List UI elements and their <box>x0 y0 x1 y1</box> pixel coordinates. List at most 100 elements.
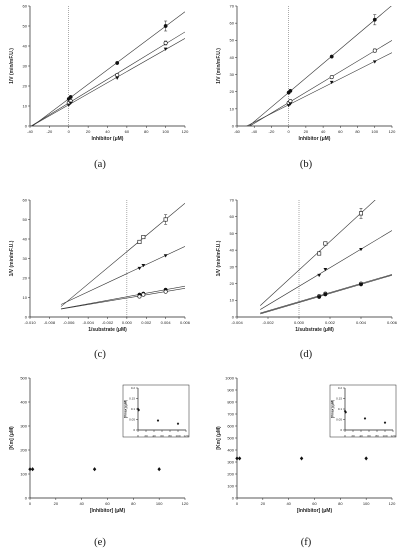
panel-d-series-0-point <box>323 241 328 246</box>
panel-b-series-1-point <box>329 75 334 80</box>
panel-d-x-tick-label: 0.006 <box>387 320 398 325</box>
panel-e-series-0-point <box>92 467 97 472</box>
panel-b-x-tick-label: -20 <box>269 129 276 134</box>
panel-d-series-3-point <box>359 282 363 287</box>
panel-e-series-0-point <box>28 467 32 472</box>
panel-a-y-tick-label: 10 <box>23 103 28 108</box>
panel-f-y-axis-title: [Km] (μM) <box>216 426 222 450</box>
panel-a-x-tick-label: -20 <box>46 129 53 134</box>
panel-f-y-tick-label: 1000 <box>225 375 235 380</box>
panel-b-y-tick-label: 70 <box>230 3 235 8</box>
panel-c-x-tick-label: -0.006 <box>63 320 75 325</box>
panel-f-inset-y-tick-label: 0.1 <box>338 407 343 411</box>
panel-b-series-2-point <box>372 60 377 64</box>
panel-b-x-tick-label: 40 <box>321 129 326 134</box>
panel-d-x-tick-label: 0.000 <box>294 320 305 325</box>
panel-d-series-1-point <box>359 247 363 252</box>
panel-e-inset-y-tick-label: 0.15 <box>129 397 135 401</box>
panel-a-y-tick-label: 50 <box>23 23 28 28</box>
panel-c-series-1-point <box>163 254 168 258</box>
panel-c-y-tick-label: 50 <box>23 217 28 222</box>
panel-e-series-0-point <box>157 467 161 472</box>
panel-f-series-0-point <box>237 456 242 461</box>
panel-a-series-0-point <box>163 24 168 28</box>
chart-panel-a: -40 -20 0 20 40 60 80 100 1200102030405060Inhibi… <box>9 3 189 170</box>
panel-f-y-tick-label: 600 <box>227 423 234 428</box>
panel-f-inset-y-tick-label: 0 <box>340 428 342 432</box>
panel-a-x-tick-label: 80 <box>144 129 149 134</box>
panel-f-inset-x-tick-label: 20 <box>351 434 355 438</box>
panel-c-series-1-fit-line <box>60 246 185 305</box>
panel-c-series-1-point <box>141 263 146 268</box>
panel-e-inset-y-tick-label: 0 <box>133 428 135 432</box>
panel-a-series-2-fit-line <box>31 38 185 126</box>
panel-f-y-tick-label: 800 <box>227 399 234 404</box>
panel-a-x-tick-label: 40 <box>105 129 110 134</box>
panel-f-inset-x-tick-label: 80 <box>375 434 379 438</box>
panel-b-series-2-point <box>288 102 293 106</box>
panel-c-series-3-point <box>163 289 168 294</box>
panel-a-series-1-point <box>163 40 168 45</box>
panel-e-inset-point <box>156 419 160 422</box>
panel-b-y-tick-label: 10 <box>230 106 235 111</box>
panel-b-y-tick-label: 20 <box>230 89 235 94</box>
panel-b-series-1-point <box>288 99 293 104</box>
panel-c-label: (c) <box>94 349 106 360</box>
panel-f-y-tick-label: 400 <box>227 447 234 452</box>
panel-d-series-0-point <box>317 251 322 256</box>
panel-a-y-axis-title: 1/V (min/mF.U.) <box>9 48 15 84</box>
panel-c-x-tick-label: 0.004 <box>161 320 172 325</box>
panel-b-x-tick-label: 0 <box>288 129 291 134</box>
panel-f-inset-point <box>383 421 387 425</box>
panel-f-inset-y-axis-title: [Vmax] (μM) <box>331 400 335 418</box>
panel-e-x-tick-label: 80 <box>131 501 136 506</box>
panel-e-inset-x-tick-label: 80 <box>168 434 172 438</box>
panel-d-x-tick-label: -0.002 <box>262 320 274 325</box>
panel-b-series-2-fit-line <box>246 52 392 126</box>
panel-a-x-tick-label: 120 <box>182 129 189 134</box>
panel-a-x-tick-label: -40 <box>27 129 34 134</box>
panel-c-x-axis-title: 1/substrate (μM) <box>88 327 127 333</box>
panel-a-x-tick-label: 20 <box>86 129 91 134</box>
panel-c-x-tick-label: 0.002 <box>141 320 152 325</box>
panel-d-series-1-point <box>317 273 322 278</box>
panel-a-series-2-point <box>115 76 120 80</box>
panel-d-y-tick-label: 30 <box>230 264 235 269</box>
panel-e-inset-x-tick-label: 0 <box>137 434 139 438</box>
panel-c-x-tick-label: 0.006 <box>180 320 191 325</box>
panel-e-inset-point <box>137 408 140 412</box>
chart-panel-b: -60 -40 -20 0 20 40 60 80 100 120 0 10 20 30 40 50 60 70 I… <box>216 3 396 170</box>
panel-f-y-tick-label: 900 <box>227 387 234 392</box>
panel-f-x-tick-label: 0 <box>236 501 239 506</box>
panel-a-series-1-fit-line <box>30 31 185 126</box>
panel-a-label: (a) <box>94 159 106 170</box>
panel-f-inset-x-tick-label: 60 <box>367 434 371 438</box>
panel-c-y-tick-label: 0 <box>25 314 28 319</box>
panel-e-x-tick-label: 100 <box>156 501 163 506</box>
panel-e-inset-y-axis-title: [Vmax] (μM) <box>124 400 128 418</box>
panel-b-y-tick-label: 40 <box>230 55 235 60</box>
chart-panel-e: 0 20 40 60 80 100 1200100200300400500[Inhibito… <box>9 375 190 548</box>
panel-c-x-tick-label: -0.008 <box>44 320 56 325</box>
panel-d-y-tick-label: 0 <box>232 314 235 319</box>
panel-e-inset-point <box>136 407 140 411</box>
panel-e-inset-x-tick-label: 20 <box>144 434 148 438</box>
panel-e-inset-point <box>176 422 180 426</box>
panel-b-series-0-point <box>288 88 293 93</box>
panel-f-inset: 0 20 40 60 80 100 120 0 0.05 0.1 0.15 0.2 [Vmax] (μM… <box>329 384 397 438</box>
panel-c-series-3-point <box>141 292 146 297</box>
panel-e-inset-x-tick-label: 60 <box>160 434 164 438</box>
panel-b-x-tick-label: 20 <box>304 129 309 134</box>
panel-b-x-tick-label: -40 <box>251 129 258 134</box>
chart-panel-c: -0.010 -0.008 -0.006 -0.004 -0.002 0.000 0.002… <box>9 197 191 360</box>
panel-e-inset-x-tick-label: 40 <box>152 434 156 438</box>
panel-d-x-tick-label: 0.002 <box>325 320 336 325</box>
panel-f-inset-y-tick-label: 0.05 <box>336 418 342 422</box>
panel-b-series-2-point <box>329 80 334 85</box>
panel-b-x-axis-title: Inhibitor (μM) <box>299 136 331 142</box>
panel-e-x-tick-label: 40 <box>79 501 84 506</box>
panel-a-series-2-point <box>66 103 71 107</box>
panel-f-inset-x-tick-label: 120 <box>390 434 395 438</box>
panel-b-series-2-point <box>286 104 291 108</box>
